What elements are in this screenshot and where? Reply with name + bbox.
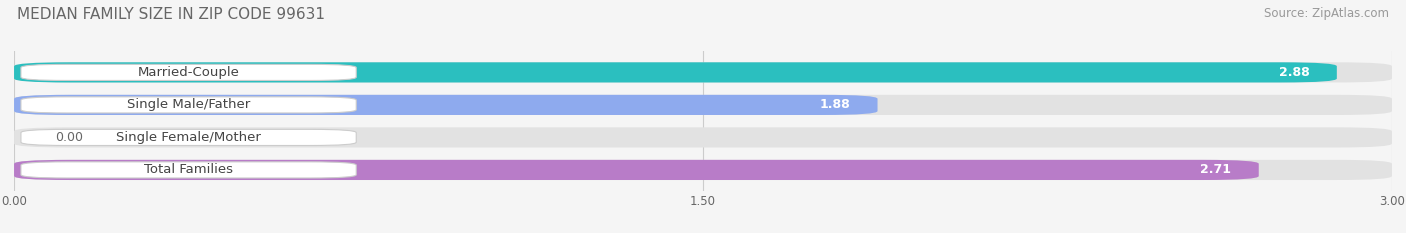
FancyBboxPatch shape (14, 95, 1392, 115)
Text: Source: ZipAtlas.com: Source: ZipAtlas.com (1264, 7, 1389, 20)
FancyBboxPatch shape (14, 160, 1392, 180)
Text: 1.88: 1.88 (820, 98, 851, 111)
Text: Married-Couple: Married-Couple (138, 66, 239, 79)
Text: 2.88: 2.88 (1278, 66, 1309, 79)
Text: 2.71: 2.71 (1201, 163, 1232, 176)
FancyBboxPatch shape (14, 95, 877, 115)
FancyBboxPatch shape (14, 160, 1258, 180)
Text: Single Male/Father: Single Male/Father (127, 98, 250, 111)
Text: Total Families: Total Families (143, 163, 233, 176)
FancyBboxPatch shape (21, 64, 356, 80)
FancyBboxPatch shape (14, 62, 1392, 82)
FancyBboxPatch shape (21, 162, 356, 178)
FancyBboxPatch shape (21, 129, 356, 145)
FancyBboxPatch shape (14, 127, 1392, 147)
Text: MEDIAN FAMILY SIZE IN ZIP CODE 99631: MEDIAN FAMILY SIZE IN ZIP CODE 99631 (17, 7, 325, 22)
Text: 0.00: 0.00 (55, 131, 83, 144)
Text: Single Female/Mother: Single Female/Mother (117, 131, 262, 144)
FancyBboxPatch shape (21, 97, 356, 113)
FancyBboxPatch shape (14, 62, 1337, 82)
